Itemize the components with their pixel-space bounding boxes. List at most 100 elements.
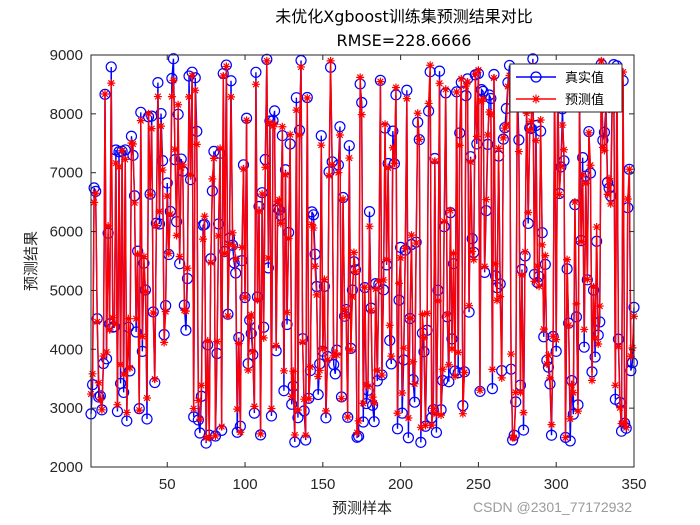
point-predicted <box>572 299 581 308</box>
point-predicted <box>381 120 390 129</box>
point-predicted <box>138 332 147 341</box>
point-predicted <box>306 363 315 371</box>
point-predicted <box>185 92 194 101</box>
point-predicted <box>121 155 130 164</box>
point-predicted <box>384 163 393 172</box>
point-actual <box>315 130 327 142</box>
point-actual <box>130 326 142 338</box>
point-predicted <box>217 422 226 431</box>
point-predicted <box>471 70 480 79</box>
point-predicted <box>416 423 425 432</box>
point-predicted <box>171 145 180 154</box>
point-predicted <box>517 271 526 280</box>
point-predicted <box>580 325 589 334</box>
point-actual <box>387 125 399 137</box>
point-predicted <box>521 247 530 256</box>
point-predicted <box>479 95 488 104</box>
x-tick-label: 100 <box>233 476 258 493</box>
point-predicted <box>152 221 161 230</box>
point-predicted <box>343 412 352 421</box>
point-predicted <box>573 407 582 416</box>
point-predicted <box>309 223 318 232</box>
point-predicted <box>581 179 590 188</box>
point-predicted <box>510 433 519 442</box>
point-predicted <box>144 109 153 118</box>
point-predicted <box>377 371 386 380</box>
point-predicted <box>163 192 172 201</box>
legend-star-shape <box>531 94 541 104</box>
point-predicted <box>524 208 533 217</box>
point-predicted <box>297 62 306 71</box>
point-predicted <box>311 262 320 271</box>
point-predicted <box>183 264 192 273</box>
point-predicted <box>569 388 578 397</box>
legend-label-predicted: 预测值 <box>565 92 604 108</box>
point-predicted <box>393 409 402 418</box>
point-predicted <box>502 120 511 129</box>
point-predicted <box>485 108 494 117</box>
point-predicted <box>300 395 309 404</box>
point-predicted <box>623 195 632 204</box>
point-predicted <box>357 110 366 119</box>
point-predicted <box>451 372 460 381</box>
point-predicted <box>401 244 410 253</box>
point-predicted <box>275 195 284 204</box>
point-predicted <box>561 433 570 442</box>
point-predicted <box>233 405 242 414</box>
point-actual <box>105 61 117 73</box>
point-actual <box>625 365 637 377</box>
point-predicted <box>248 347 257 356</box>
point-predicted <box>256 429 265 438</box>
point-predicted <box>101 90 109 99</box>
point-predicted <box>133 250 142 259</box>
point-predicted <box>346 345 355 354</box>
point-predicted <box>457 74 466 83</box>
x-tick-label: 200 <box>388 476 413 493</box>
point-predicted <box>265 118 274 127</box>
point-predicted <box>242 116 251 125</box>
point-actual <box>475 84 488 96</box>
point-predicted <box>396 253 405 262</box>
point-predicted <box>617 419 626 428</box>
point-predicted <box>174 100 183 109</box>
point-actual <box>430 426 442 439</box>
legend-marker-actual <box>530 71 542 83</box>
point-predicted <box>371 285 380 294</box>
point-predicted <box>463 78 472 87</box>
point-predicted <box>461 82 470 91</box>
point-predicted <box>262 56 271 65</box>
point-predicted <box>348 293 357 302</box>
point-actual <box>577 151 589 164</box>
point-predicted <box>287 392 296 401</box>
point-predicted <box>563 255 572 264</box>
point-predicted <box>373 366 382 375</box>
point-predicted <box>388 143 397 152</box>
y-tick-label: 4000 <box>50 341 83 358</box>
point-predicted <box>283 308 292 317</box>
point-predicted <box>449 249 458 258</box>
point-predicted <box>538 240 547 249</box>
point-predicted <box>105 325 114 334</box>
y-axis-title: 预测结果 <box>22 231 40 291</box>
point-predicted <box>482 195 491 204</box>
point-predicted <box>440 217 449 226</box>
point-predicted <box>104 221 113 230</box>
point-predicted <box>317 141 326 150</box>
point-actual <box>517 424 530 436</box>
point-predicted <box>446 206 455 215</box>
point-predicted <box>110 320 119 329</box>
point-predicted <box>253 295 262 304</box>
point-predicted <box>438 365 447 374</box>
point-predicted <box>339 195 348 204</box>
point-predicted <box>149 308 158 317</box>
point-actual <box>278 385 290 397</box>
point-predicted <box>312 290 321 299</box>
point-predicted <box>205 433 214 442</box>
point-predicted <box>421 421 430 430</box>
point-actual <box>522 217 534 230</box>
point-predicted <box>407 231 416 240</box>
point-predicted <box>164 249 173 258</box>
point-predicted <box>432 409 441 418</box>
